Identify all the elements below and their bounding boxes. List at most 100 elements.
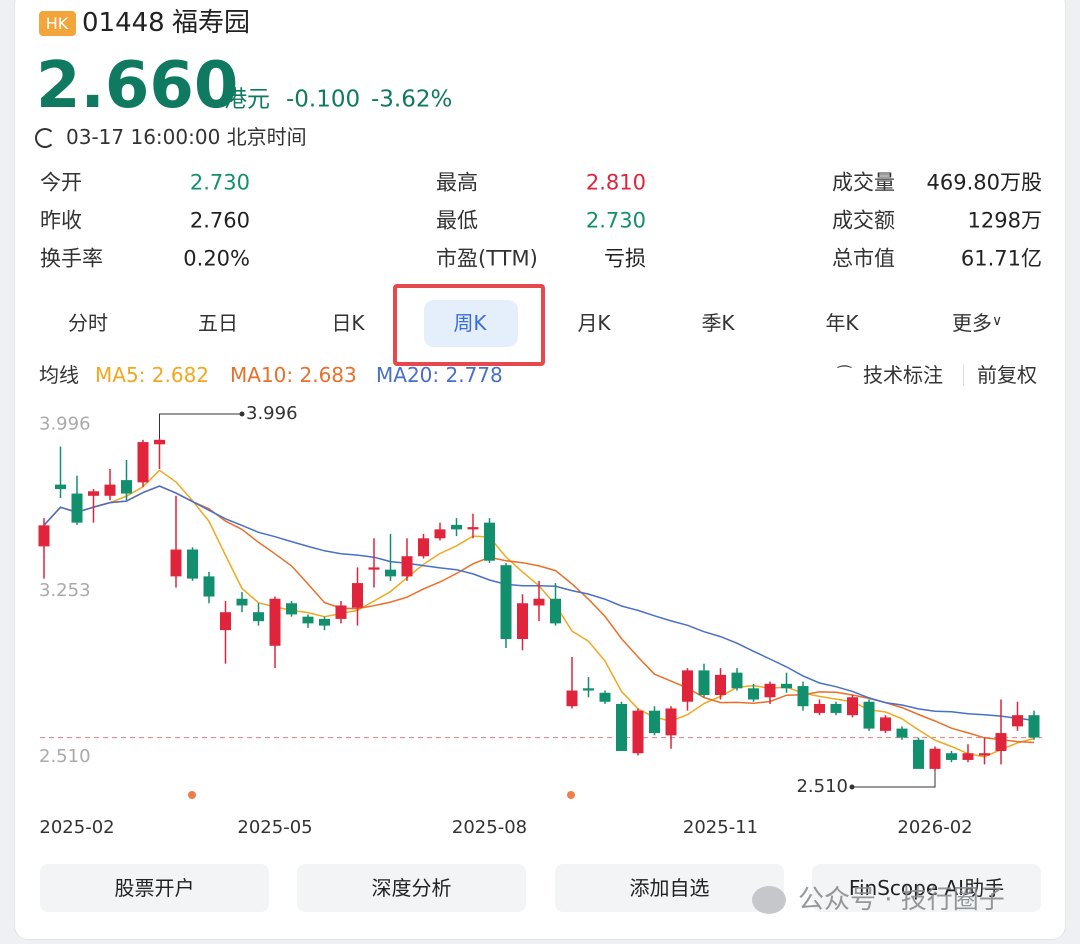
- candle-body: [1012, 715, 1023, 727]
- candle-body: [302, 616, 314, 624]
- y-tick-label: 3.253: [39, 580, 91, 601]
- candle-body: [286, 603, 297, 615]
- stat-value: 61.71亿: [960, 246, 1042, 271]
- x-tick-label: 2025-11: [683, 817, 758, 838]
- tab[interactable]: 分时: [68, 311, 108, 335]
- clock-icon: [35, 128, 55, 148]
- candle-body: [533, 598, 545, 606]
- annotation-dot: [849, 784, 855, 790]
- button[interactable]: FinScope AI助手: [812, 864, 1041, 912]
- button-label: 添加自选: [629, 876, 710, 900]
- candle-body: [665, 708, 677, 736]
- stat-value: 1298万: [967, 208, 1042, 233]
- stat-value: 2.730: [585, 208, 646, 233]
- candle-body: [401, 556, 413, 577]
- candle-body: [616, 703, 627, 751]
- tab[interactable]: 日K: [331, 311, 365, 335]
- annotation-line: [852, 771, 936, 788]
- candle-body: [121, 480, 132, 494]
- tab[interactable]: 月K: [577, 311, 611, 335]
- tool-icon: ⁀: [838, 365, 851, 384]
- candle-body: [715, 674, 726, 696]
- price: 2.660: [36, 49, 239, 123]
- candle-body: [137, 442, 149, 483]
- tab[interactable]: 年K: [825, 311, 859, 335]
- change: -0.100: [286, 86, 361, 113]
- separator: [963, 364, 964, 386]
- candle-body: [269, 598, 281, 646]
- candle-body: [220, 612, 231, 631]
- stat-label: 最低: [436, 208, 478, 233]
- tool-label[interactable]: 技术标注: [863, 363, 943, 387]
- stat-value: 2.730: [189, 170, 250, 195]
- ma-label: MA5: 2.682: [95, 363, 210, 387]
- candle-body: [880, 717, 891, 731]
- button[interactable]: 添加自选: [555, 864, 784, 912]
- highlight-box: [393, 284, 545, 366]
- stat-value: 469.80万股: [926, 170, 1042, 195]
- candle-body: [368, 567, 380, 570]
- candle-body: [104, 484, 116, 496]
- candle-body: [517, 603, 528, 640]
- candle-body: [896, 728, 908, 738]
- candle-body: [979, 753, 990, 756]
- button[interactable]: 深度分析: [297, 864, 526, 912]
- candle-body: [698, 670, 710, 696]
- candle-body: [649, 710, 660, 734]
- candle-body: [385, 569, 396, 577]
- stat-value: 2.760: [189, 208, 250, 233]
- candle-body: [71, 493, 83, 523]
- tab[interactable]: 更多: [952, 311, 992, 335]
- tab[interactable]: 五日: [198, 311, 238, 335]
- stock-code: 01448: [82, 8, 165, 38]
- event-dot: [567, 791, 575, 799]
- ma-label: MA10: 2.683: [230, 363, 357, 387]
- tab[interactable]: 周K: [453, 311, 487, 335]
- candle-body: [500, 565, 512, 640]
- time: 03-17 16:00:00 北京时间: [66, 125, 307, 149]
- candle-body: [814, 703, 825, 713]
- watermark: 公众号 · 技行圈子: [798, 885, 1005, 915]
- candle-body: [335, 605, 347, 619]
- candle-body: [946, 753, 957, 760]
- candle-body: [467, 527, 479, 530]
- button-label: 深度分析: [371, 876, 452, 900]
- candle-body: [748, 688, 759, 700]
- stat-label: 成交额: [832, 208, 895, 233]
- candle-body: [583, 688, 594, 691]
- button-label: FinScope AI助手: [848, 876, 1005, 900]
- y-tick-label: 2.510: [39, 746, 91, 767]
- candle-body: [830, 703, 842, 713]
- candle-body: [55, 484, 66, 490]
- dropdown-icon[interactable]: ∨: [992, 313, 1003, 329]
- tab-selected-bg: [424, 300, 518, 347]
- ma-title: 均线: [39, 363, 79, 387]
- x-tick-label: 2026-02: [897, 817, 972, 838]
- candle-body: [451, 524, 462, 530]
- stat-label: 今开: [40, 170, 82, 195]
- candle-body: [550, 598, 561, 624]
- event-dot: [188, 791, 196, 799]
- candle-body: [253, 612, 264, 622]
- candle-body: [352, 583, 363, 608]
- stat-label: 换手率: [40, 246, 103, 271]
- y-tick-label: 3.996: [39, 413, 91, 434]
- candle-body: [418, 538, 429, 557]
- candle-body: [38, 525, 50, 547]
- candle-body: [929, 748, 941, 769]
- tool-label[interactable]: 前复权: [977, 363, 1037, 387]
- stat-label: 总市值: [832, 246, 895, 271]
- x-tick-label: 2025-05: [237, 817, 312, 838]
- ma-label: MA20: 2.778: [376, 363, 503, 387]
- candle-body: [913, 739, 924, 769]
- candle-body: [319, 618, 330, 626]
- candle-body: [434, 529, 446, 539]
- annotation: 2.510: [796, 776, 848, 797]
- candle-body: [797, 686, 809, 707]
- candle-body: [484, 522, 495, 561]
- button[interactable]: 股票开户: [40, 864, 269, 912]
- currency: 港元: [224, 86, 270, 113]
- tab[interactable]: 季K: [701, 311, 735, 335]
